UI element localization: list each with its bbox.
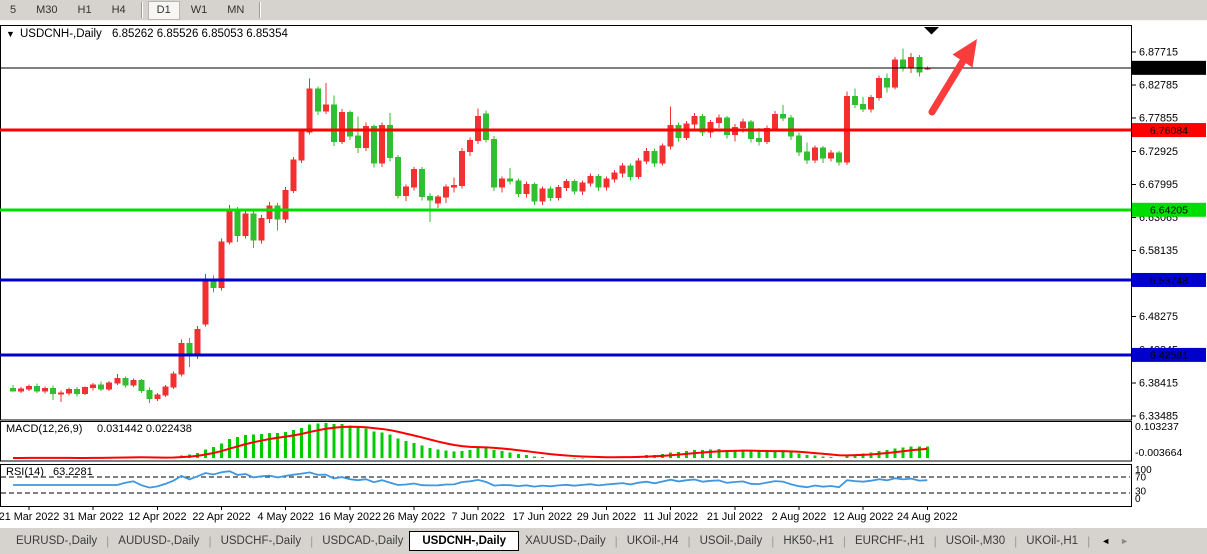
toolbar-separator (259, 2, 261, 18)
tab-eurchf-h1[interactable]: EURCHF-,H1 (854, 535, 925, 547)
macd-axis-min: -0.003664 (1135, 447, 1182, 459)
timeframe-button-D1[interactable]: D1 (147, 0, 180, 20)
rsi-label: RSI(14) (6, 466, 44, 478)
tab-separator: | (614, 534, 618, 548)
timeframe-button-5[interactable]: 5 (10, 3, 17, 16)
tab-audusd-daily[interactable]: AUDUSD-,Daily (118, 535, 200, 547)
svg-text:6.87715: 6.87715 (1139, 47, 1178, 59)
macd-label: MACD(12,26,9) (6, 423, 82, 435)
svg-text:4 May 2022: 4 May 2022 (257, 511, 313, 523)
tab-scroll-left-icon[interactable]: ◄ (1101, 536, 1111, 546)
svg-text:6.82785: 6.82785 (1139, 80, 1178, 92)
svg-text:7 Jun 2022: 7 Jun 2022 (451, 511, 504, 523)
tab-separator: | (106, 534, 110, 548)
trend-arrow-head-icon[interactable] (952, 39, 978, 68)
svg-text:16 May 2022: 16 May 2022 (319, 511, 381, 523)
svg-text:6.53748: 6.53748 (1150, 275, 1188, 287)
svg-text:6.38415: 6.38415 (1139, 377, 1178, 389)
price-lines-layer[interactable]: 6.85354 6.76084 6.64205 6.53748 6.42581 (0, 60, 1206, 362)
toolbar-separator (140, 2, 142, 18)
tab-separator: | (771, 534, 775, 548)
tab-xauusd-daily[interactable]: XAUUSD-,Daily (525, 535, 606, 547)
svg-text:21 Mar 2022: 21 Mar 2022 (0, 511, 59, 523)
svg-text:24 Aug 2022: 24 Aug 2022 (897, 511, 958, 523)
svg-text:12 Apr 2022: 12 Apr 2022 (128, 511, 186, 523)
timeframe-button-H1[interactable]: H1 (77, 3, 92, 16)
svg-text:6.64205: 6.64205 (1150, 205, 1188, 217)
chart-area[interactable]: 6.877156.827856.778556.729256.679956.630… (0, 20, 1207, 527)
tab-usoil-daily[interactable]: USOil-,Daily (699, 535, 763, 547)
price-axis: 6.877156.827856.778556.729256.679956.630… (1131, 47, 1178, 422)
date-axis: 21 Mar 2022 31 Mar 2022 12 Apr 2022 22 Apr … (0, 506, 958, 523)
svg-text:17 Jun 2022: 17 Jun 2022 (513, 511, 572, 523)
svg-text:26 May 2022: 26 May 2022 (383, 511, 445, 523)
tab-ukoil-h4[interactable]: UKOil-,H4 (626, 535, 679, 547)
macd-values: 0.031442 0.022438 (97, 423, 192, 435)
tab-scroll-arrows: ◄ ► (1101, 536, 1129, 546)
tab-separator: | (208, 534, 212, 548)
svg-text:6.33485: 6.33485 (1139, 410, 1178, 422)
tab-ukoil-h1[interactable]: UKOil-,H1 (1026, 535, 1079, 547)
svg-text:30: 30 (1135, 487, 1147, 498)
svg-text:6.72925: 6.72925 (1139, 146, 1178, 158)
svg-text:100: 100 (1135, 465, 1152, 476)
svg-text:22 Apr 2022: 22 Apr 2022 (192, 511, 250, 523)
tab-separator: | (933, 534, 937, 548)
support-line-badge (1132, 272, 1206, 287)
svg-text:6.42581: 6.42581 (1150, 350, 1188, 362)
svg-text:12 Aug 2022: 12 Aug 2022 (833, 511, 894, 523)
svg-text:6.85354: 6.85354 (1150, 63, 1188, 75)
svg-text:21 Jul 2022: 21 Jul 2022 (707, 511, 763, 523)
tab-eurusd-daily[interactable]: EURUSD-,Daily (16, 535, 98, 547)
tab-usdcnh-daily[interactable]: USDCNH-,Daily (409, 531, 520, 551)
timeframe-toolbar: 5 M30 H1 H4 D1 W1 MN (0, 0, 1207, 21)
svg-text:70: 70 (1135, 473, 1147, 484)
timeframe-button-W1[interactable]: W1 (190, 3, 208, 16)
macd-panel (12, 423, 929, 459)
svg-text:0: 0 (1135, 494, 1141, 505)
trend-arrow-shaft[interactable] (928, 57, 967, 116)
svg-text:6.48275: 6.48275 (1139, 311, 1178, 323)
timeframe-button-MN[interactable]: MN (227, 3, 245, 16)
svg-text:6.76084: 6.76084 (1150, 125, 1188, 137)
annotations-layer (924, 27, 978, 116)
svg-text:6.77855: 6.77855 (1139, 113, 1178, 125)
svg-text:2 Aug 2022: 2 Aug 2022 (772, 511, 827, 523)
chart-title: USDCNH-,Daily (20, 28, 102, 40)
tab-usoil-m30[interactable]: USOil-,M30 (945, 535, 1006, 547)
macd-axis-max: 0.103237 (1135, 421, 1179, 433)
symbol-tabbar: EURUSD-,Daily | AUDUSD-,Daily | USDCHF-,Dail… (0, 527, 1207, 554)
svg-text:6.58135: 6.58135 (1139, 245, 1178, 257)
support-line-badge (1132, 347, 1206, 362)
tab-usdchf-daily[interactable]: USDCHF-,Daily (220, 535, 302, 547)
svg-text:31 Mar 2022: 31 Mar 2022 (63, 511, 124, 523)
bid-line-badge (1132, 60, 1206, 75)
svg-text:11 Jul 2022: 11 Jul 2022 (643, 511, 698, 523)
resistance-line-badge (1132, 123, 1206, 138)
tab-separator: | (1087, 534, 1091, 548)
tab-usdcad-daily[interactable]: USDCAD-,Daily (322, 535, 404, 547)
tab-separator: | (842, 534, 846, 548)
chart-ohlc-values: 6.85262 6.85526 6.85053 6.85354 (112, 28, 288, 40)
collapse-icon[interactable]: ▼ (6, 29, 15, 39)
svg-text:29 Jun 2022: 29 Jun 2022 (577, 511, 636, 523)
tab-separator: | (310, 534, 314, 548)
tab-hk50-h1[interactable]: HK50-,H1 (783, 535, 834, 547)
chart-shift-marker-icon (924, 27, 939, 35)
rsi-value: 63.2281 (53, 466, 93, 478)
tab-scroll-right-icon[interactable]: ► (1120, 536, 1130, 546)
timeframe-button-M30[interactable]: M30 (36, 3, 58, 16)
tab-separator: | (1014, 534, 1018, 548)
tab-separator: | (687, 534, 691, 548)
support-line-badge (1132, 202, 1206, 217)
timeframe-button-H4[interactable]: H4 (111, 3, 126, 16)
svg-text:6.67995: 6.67995 (1139, 179, 1178, 191)
